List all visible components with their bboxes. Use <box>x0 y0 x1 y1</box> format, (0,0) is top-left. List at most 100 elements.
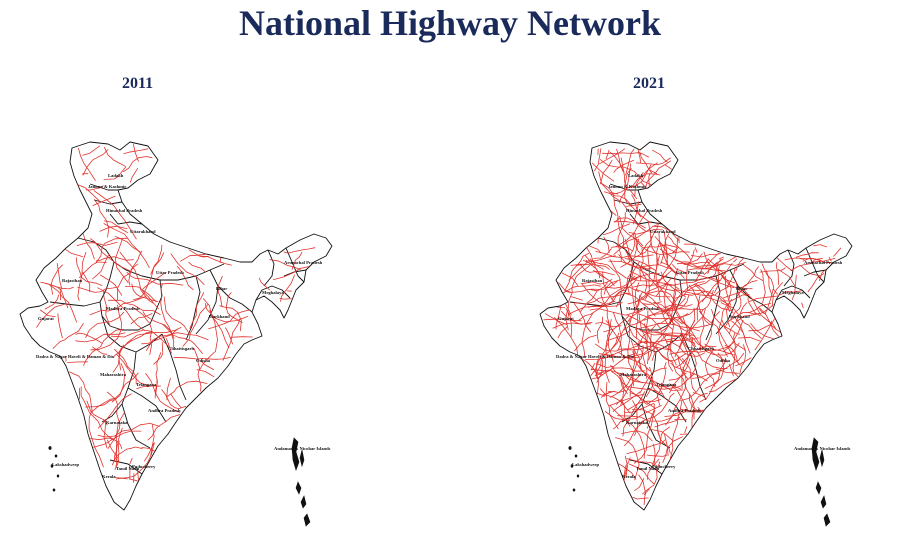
highway-segment <box>720 273 732 300</box>
highway-segment <box>189 292 205 329</box>
highway-segment <box>173 356 231 360</box>
highway-segment <box>640 222 660 255</box>
highway-segment <box>85 398 117 408</box>
highway-segment <box>133 143 139 162</box>
highway-segment <box>103 223 150 269</box>
highway-segment <box>222 318 241 361</box>
highway-segment <box>677 290 711 320</box>
highway-segment <box>722 319 744 353</box>
highway-segment <box>680 372 720 402</box>
highway-segment <box>632 496 649 500</box>
highway-segment <box>544 313 568 326</box>
highway-segment <box>686 249 695 291</box>
highway-segment <box>590 362 596 371</box>
highway-segment <box>700 289 714 315</box>
highway-segment <box>673 298 700 332</box>
highway-segment <box>85 185 104 191</box>
highway-segment <box>617 212 626 262</box>
highway-segment <box>624 168 642 218</box>
highway-segment <box>652 149 668 163</box>
highway-segment <box>565 307 573 338</box>
highway-segment <box>696 274 735 289</box>
highway-segment <box>643 488 650 496</box>
highway-segment <box>635 342 648 379</box>
highway-segment <box>147 414 181 441</box>
highway-segment <box>735 258 744 272</box>
label-bihar: Bihar <box>736 286 747 291</box>
highway-segment <box>598 286 639 307</box>
page-title: National Highway Network <box>239 3 661 43</box>
label-uttarakhand: Uttarakhand <box>130 229 156 234</box>
highway-segment <box>627 314 693 337</box>
state-boundaries <box>539 141 853 511</box>
highway-segment <box>103 166 127 180</box>
highway-segment <box>640 269 680 290</box>
highway-segment <box>114 440 120 470</box>
label-meghalaya: Meghalaya <box>262 290 284 295</box>
highway-segment <box>166 377 171 401</box>
highway-segment <box>720 302 762 339</box>
highway-segment <box>670 362 708 382</box>
highway-segment <box>743 264 764 282</box>
highway-segment <box>636 238 642 255</box>
highway-segment <box>578 300 616 322</box>
highway-segment <box>634 172 644 197</box>
highway-segment <box>747 297 761 317</box>
india-outline <box>539 141 853 511</box>
highway-segment <box>573 303 591 333</box>
highway-segment <box>649 428 674 442</box>
highway-segment <box>807 273 825 293</box>
highway-segment <box>731 320 751 354</box>
highway-segment <box>654 426 671 464</box>
label-puducherry: Puducherry <box>132 464 156 469</box>
highway-segment <box>630 261 640 312</box>
highway-segment <box>131 283 159 302</box>
highway-segment <box>608 389 627 393</box>
highway-segment <box>95 256 134 262</box>
highway-segment <box>279 297 292 300</box>
label-lakshadweep: Lakshadweep <box>52 462 80 467</box>
highway-segment <box>833 247 842 257</box>
highway-segment <box>610 164 652 195</box>
highway-segment <box>723 311 760 329</box>
highway-segment <box>634 409 656 464</box>
highway-segment <box>115 239 129 284</box>
highway-segment <box>595 358 600 379</box>
highway-segment <box>200 360 215 371</box>
highway-segment <box>698 310 741 366</box>
highway-segment <box>116 477 128 480</box>
label-puducherry: Puducherry <box>652 464 676 469</box>
highway-segment <box>93 430 142 448</box>
highway-segment <box>118 331 153 371</box>
label-arunachal-pradesh: Arunachal Pradesh <box>284 260 323 265</box>
highway-segment <box>686 308 706 336</box>
highway-segment <box>635 157 671 165</box>
highway-segment <box>69 371 93 413</box>
highway-segment <box>130 313 153 325</box>
highway-segment <box>604 329 614 384</box>
highway-segment <box>280 274 295 302</box>
highway-segment <box>609 328 631 341</box>
highway-segment <box>721 276 748 297</box>
highway-segment <box>603 223 631 236</box>
label-dadra-nagar-haveli-daman-diu: Dadra & Nagar Haveli & Daman & Diu <box>36 354 115 359</box>
highway-segment <box>775 262 779 286</box>
highway-segment <box>647 458 660 480</box>
highway-segment <box>623 421 644 447</box>
label-bihar: Bihar <box>216 286 227 291</box>
highway-segment <box>660 303 674 337</box>
highway-segment <box>674 316 688 358</box>
highway-segment <box>646 362 667 405</box>
label-lakshadweep: Lakshadweep <box>572 462 600 467</box>
highway-segment <box>629 270 661 302</box>
label-telangana: Telangana <box>656 382 677 387</box>
highway-segment <box>136 385 161 390</box>
state-boundaries <box>19 141 333 511</box>
highway-segment <box>669 319 677 366</box>
highway-segment <box>555 305 562 330</box>
highway-segment <box>632 400 639 436</box>
highway-segment <box>128 478 138 482</box>
highway-segment <box>620 236 652 268</box>
highway-segment <box>626 458 658 467</box>
highway-segment <box>137 467 139 481</box>
